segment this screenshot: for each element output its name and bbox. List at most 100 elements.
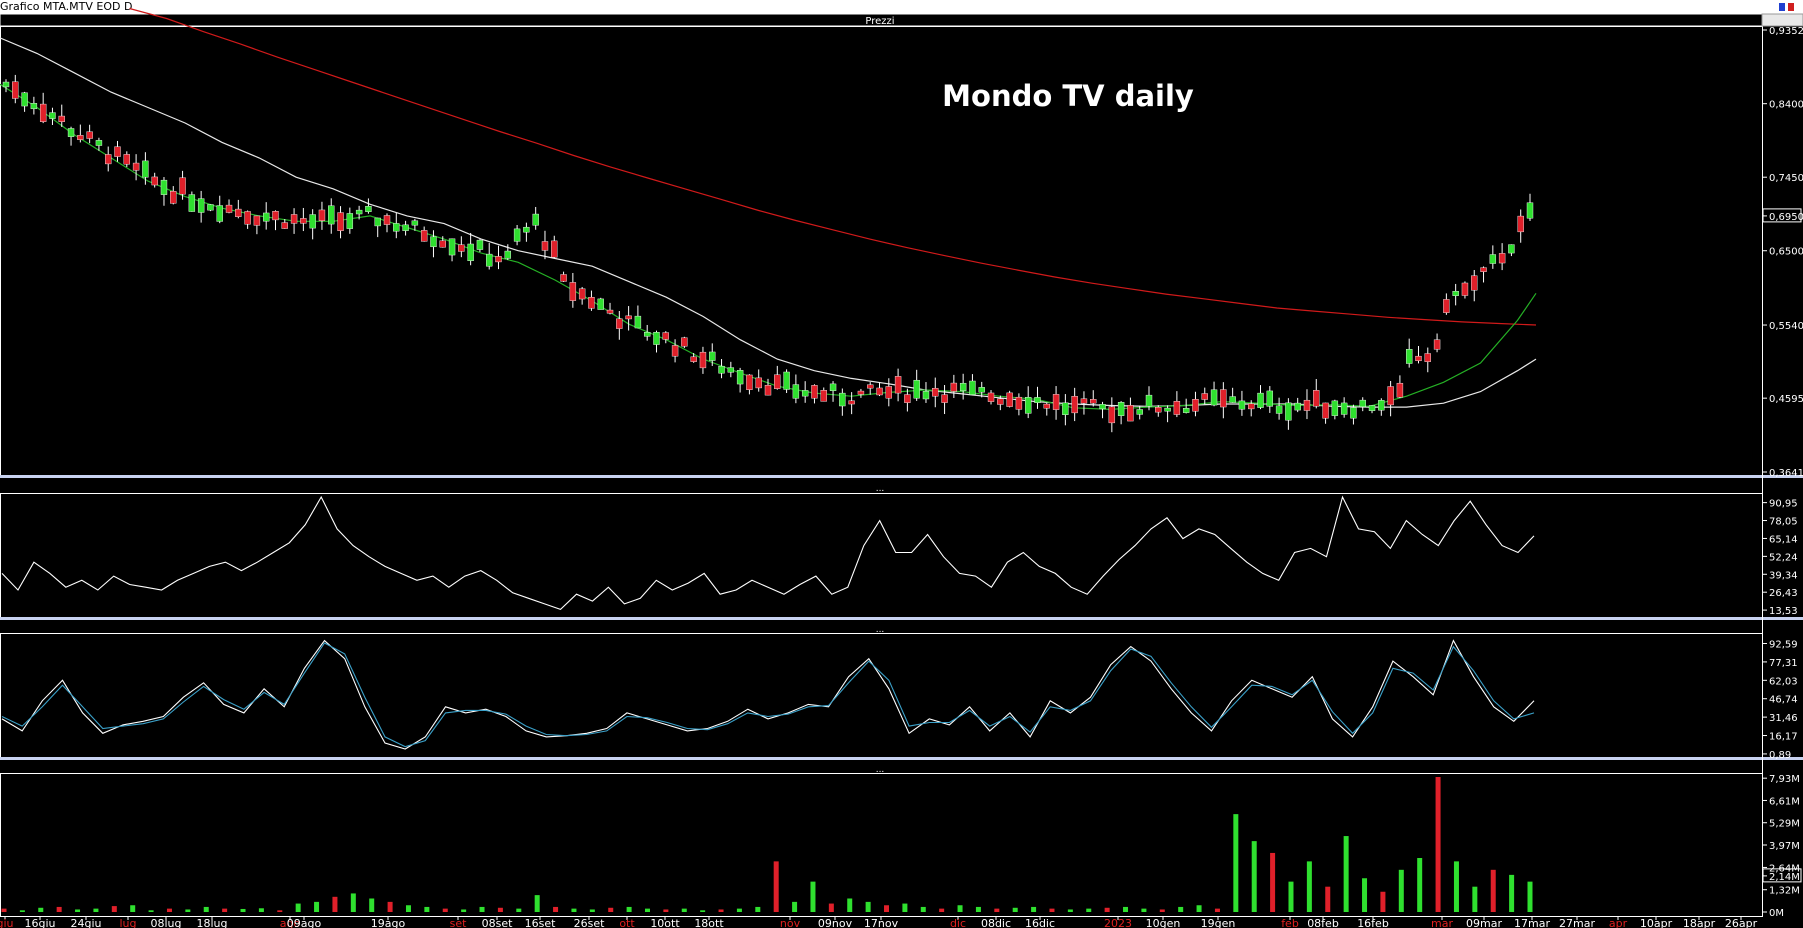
volume-bar xyxy=(957,905,963,912)
candle-body xyxy=(77,135,84,140)
volume-bar xyxy=(975,906,981,912)
candle-body xyxy=(1229,396,1236,403)
candle-body xyxy=(1331,400,1339,416)
x-tick-label: ago xyxy=(280,917,301,928)
last-value-box xyxy=(1762,208,1802,223)
volume-bar xyxy=(902,903,908,912)
panel-handle[interactable]: ... xyxy=(876,625,885,635)
volume-bar xyxy=(203,906,209,912)
volume-bar xyxy=(258,908,264,912)
x-tick-label: 17nov xyxy=(864,917,899,928)
x-tick-label: 08feb xyxy=(1307,917,1339,928)
volume-bar xyxy=(1527,881,1533,912)
volume-bar xyxy=(38,907,44,912)
volume-bar xyxy=(1049,908,1055,912)
candle-body xyxy=(1433,339,1441,350)
candle-body xyxy=(458,244,465,252)
candle-body xyxy=(448,238,456,256)
y-axes: 0,9352 0,8400 0,7450 0,6950 0,6500 0,5540 0,45… xyxy=(1762,26,1803,919)
window-title-bar: Grafico MTA.MTV EOD D xyxy=(0,0,1803,14)
volume-bar xyxy=(479,906,485,912)
candle-body xyxy=(309,214,316,229)
x-tick-label: ott xyxy=(619,917,635,928)
candle-body xyxy=(1192,399,1199,412)
x-tick-label: nov xyxy=(780,917,801,928)
volume-bar xyxy=(369,898,375,912)
y-tick-label: 0,4595 xyxy=(1769,394,1803,405)
volume-bar xyxy=(1325,886,1331,912)
candle-body xyxy=(346,213,354,229)
volume-bar xyxy=(884,905,890,912)
candle-body xyxy=(811,385,818,399)
volume-bar xyxy=(1159,909,1165,912)
candle-body xyxy=(383,215,391,225)
candle-body xyxy=(365,206,372,212)
oscillator-panel-2 xyxy=(1,639,1535,750)
volume-bar xyxy=(828,903,834,912)
candle-body xyxy=(476,239,484,250)
volume-bar xyxy=(277,910,283,912)
candle-body xyxy=(616,318,623,329)
volume-bar xyxy=(1453,861,1459,912)
volume-bar xyxy=(1067,909,1073,912)
volume-bar xyxy=(1490,869,1496,912)
candle-body xyxy=(1024,397,1032,414)
restore-icon[interactable] xyxy=(1779,3,1785,11)
panel-handle[interactable]: ... xyxy=(876,484,885,494)
volume-bar xyxy=(166,908,172,912)
candle-body xyxy=(699,351,707,369)
candle-body xyxy=(839,392,846,407)
candle-body xyxy=(160,179,168,195)
candle-body xyxy=(95,140,103,146)
volume-panel xyxy=(1,777,1533,912)
candle-body xyxy=(225,204,233,213)
candle-body xyxy=(328,205,335,225)
x-tick-label: 09mar xyxy=(1466,917,1502,928)
panel-handle[interactable]: ... xyxy=(876,765,885,775)
candle-body xyxy=(244,211,251,225)
candle-body xyxy=(653,332,660,345)
close-icon[interactable] xyxy=(1788,3,1794,11)
candle-body xyxy=(959,382,967,392)
candle-body xyxy=(1443,299,1450,313)
candle-body xyxy=(1415,355,1422,362)
candle-body xyxy=(272,211,279,221)
candle-body xyxy=(411,220,419,226)
volume-bar xyxy=(497,907,503,912)
candle-body xyxy=(690,356,697,362)
candle-body xyxy=(1006,392,1013,407)
x-tick-label: 18apr xyxy=(1683,917,1716,928)
y-tick-label: 0M xyxy=(1769,908,1784,919)
candle-body xyxy=(1248,403,1255,410)
volume-bar xyxy=(608,907,614,912)
y-tick-label: 2,14M xyxy=(1769,872,1800,883)
volume-bar xyxy=(461,909,467,912)
candle-body xyxy=(681,337,688,347)
volume-bar xyxy=(130,905,136,912)
candle-body xyxy=(997,398,1004,405)
volume-bar xyxy=(1509,874,1515,912)
candle-body xyxy=(1117,401,1125,416)
x-tick-label: 09nov xyxy=(818,917,853,928)
volume-bar xyxy=(663,909,669,912)
moving-average-line xyxy=(0,37,1537,408)
volume-bar xyxy=(1417,858,1423,912)
candle-body xyxy=(12,81,19,99)
axis-corner-button[interactable] xyxy=(1761,13,1803,27)
volume-bar xyxy=(736,908,742,912)
candle-body xyxy=(532,213,539,226)
y-tick-label: 77,31 xyxy=(1769,658,1798,669)
panel-separators[interactable] xyxy=(0,475,1803,760)
candle-body xyxy=(746,374,753,390)
candle-body xyxy=(1155,407,1162,413)
volume-bar xyxy=(350,893,356,912)
candle-body xyxy=(1517,215,1524,233)
volume-bar xyxy=(1251,841,1257,912)
x-tick-label: 19ago xyxy=(371,917,406,928)
window-controls[interactable] xyxy=(1779,1,1799,13)
candle-body xyxy=(151,176,158,186)
volume-bar xyxy=(1178,906,1184,912)
last-value-box xyxy=(1762,868,1802,883)
x-tick-label: 10apr xyxy=(1640,917,1673,928)
volume-bar xyxy=(994,908,1000,912)
